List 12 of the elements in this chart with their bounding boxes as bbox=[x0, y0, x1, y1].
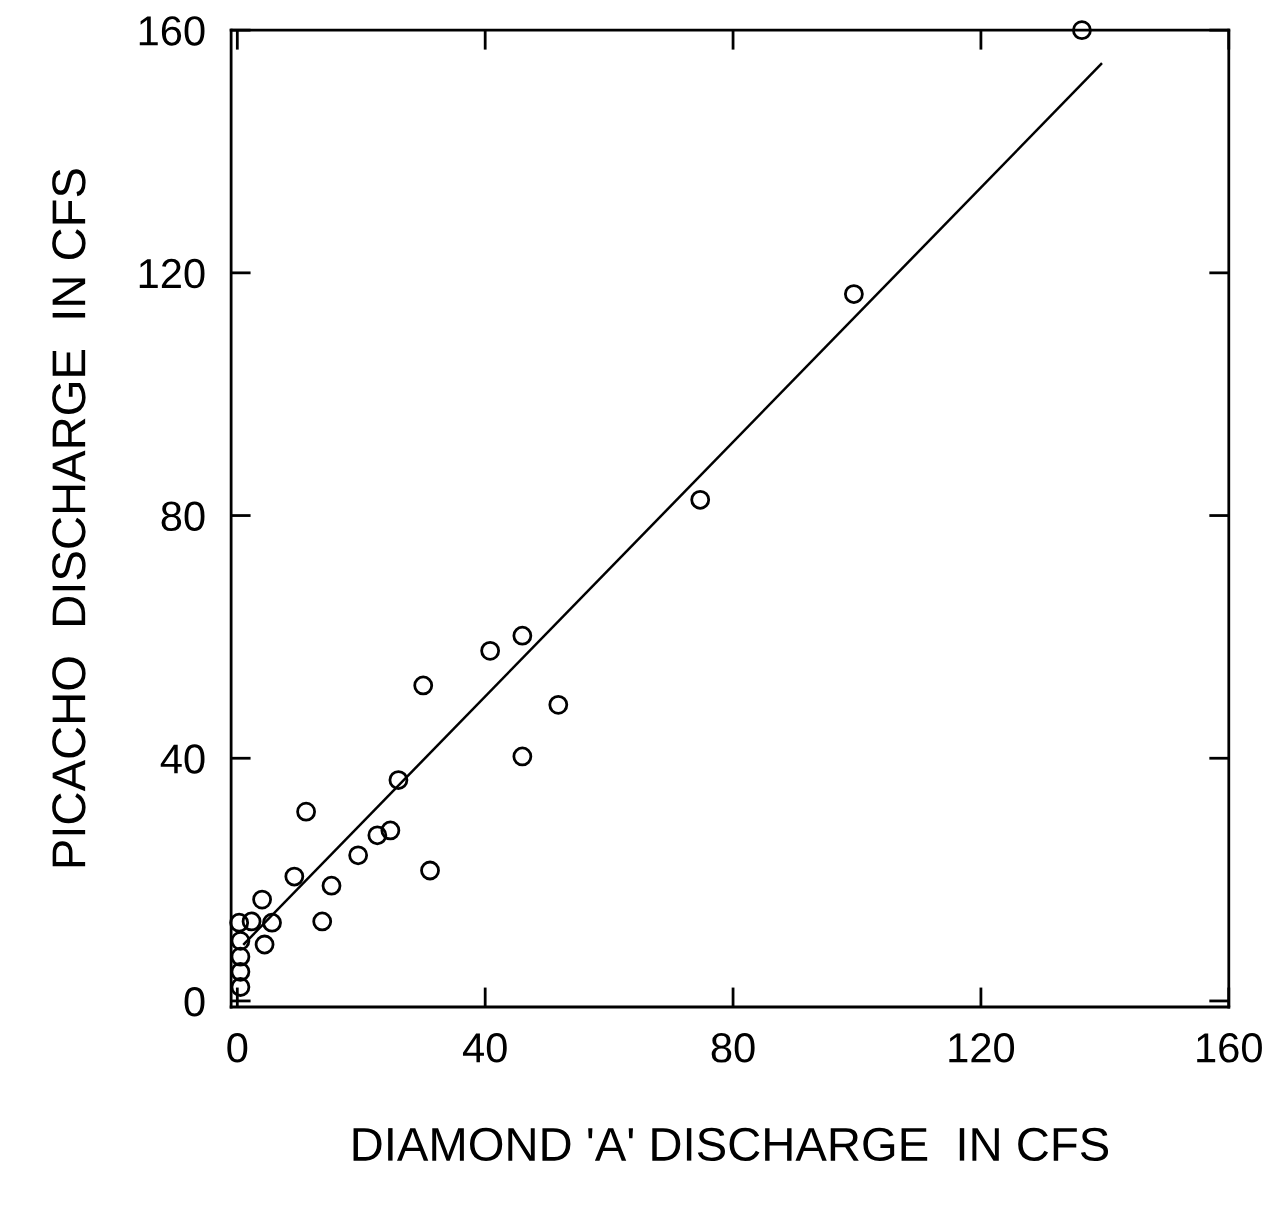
x-tick-label: 160 bbox=[1197, 1033, 1262, 1063]
x-tick-label: 40 bbox=[462, 1033, 507, 1063]
x-tick-label: 0 bbox=[227, 1033, 248, 1063]
y-axis-title: PICACHO DISCHARGE IN CFS bbox=[52, 169, 86, 867]
x-tick-label: 120 bbox=[949, 1033, 1015, 1063]
y-tick-label: 0 bbox=[184, 986, 205, 1017]
y-tick-label: 40 bbox=[160, 744, 205, 774]
x-tick-label: 80 bbox=[711, 1033, 755, 1063]
y-tick-label: 160 bbox=[139, 16, 205, 46]
y-tick-label: 120 bbox=[139, 258, 205, 289]
x-axis-title: DIAMOND 'A' DISCHARGE IN CFS bbox=[353, 1127, 1109, 1162]
y-tick-label: 80 bbox=[161, 501, 205, 532]
